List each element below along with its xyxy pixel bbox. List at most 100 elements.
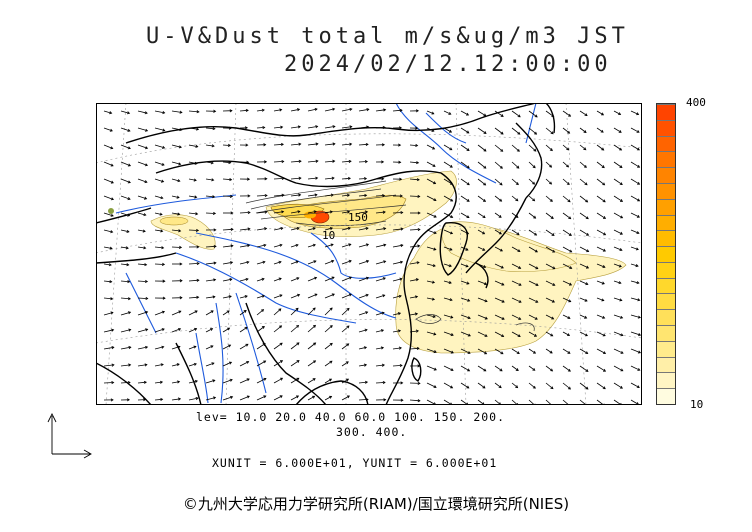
wind-arrow-head: [348, 276, 353, 280]
wind-arrow: [460, 297, 470, 302]
colorbar-segment: [657, 119, 675, 136]
wind-arrow: [460, 365, 470, 372]
wind-arrow-head: [534, 114, 538, 118]
wind-arrow: [239, 228, 250, 231]
wind-arrow: [392, 295, 402, 299]
wind-arrow: [545, 127, 554, 135]
wind-arrow-head: [246, 395, 250, 399]
wind-arrow: [137, 246, 146, 249]
wind-arrow-head: [432, 146, 436, 150]
wind-arrow-head: [178, 162, 182, 166]
wind-arrow: [358, 364, 367, 367]
wind-arrow-head: [144, 279, 149, 284]
colorbar-segment: [657, 277, 675, 294]
wind-arrow-head: [195, 397, 199, 401]
wind-arrow-head: [515, 198, 519, 202]
wind-arrow-head: [313, 342, 317, 346]
wind-arrow: [154, 212, 163, 215]
wind-arrow: [477, 127, 487, 134]
wind-arrow-head: [482, 231, 486, 235]
wind-arrow: [290, 261, 299, 265]
wind-arrow-head: [450, 198, 454, 202]
wind-arrow-head: [501, 299, 505, 303]
wind-arrow-head: [566, 147, 570, 151]
wind-arrow-head: [246, 160, 250, 164]
wind-arrow: [426, 144, 435, 150]
wind-arrow-head: [194, 379, 198, 383]
wind-arrow: [596, 178, 605, 186]
wind-arrow-head: [482, 199, 487, 202]
wind-arrow-head: [567, 386, 571, 390]
graticule: [96, 103, 642, 405]
wind-arrow: [511, 212, 519, 218]
wind-arrow: [154, 110, 165, 114]
wind-arrow: [375, 244, 386, 248]
wind-arrow: [358, 143, 369, 146]
wind-arrow: [120, 178, 131, 183]
wind-arrow-head: [637, 298, 641, 302]
wind-arrow: [324, 293, 335, 299]
wind-arrow: [545, 314, 554, 320]
wind-arrow: [256, 395, 266, 401]
wind-arrow-head: [399, 260, 404, 264]
wind-arrow: [426, 178, 436, 184]
wind-arrow: [341, 177, 351, 180]
wind-arrow-head: [383, 243, 387, 247]
wind-arrow-head: [263, 243, 267, 247]
wind-arrow: [103, 364, 114, 367]
wind-arrow-head: [501, 334, 505, 337]
wind-arrow: [171, 381, 180, 384]
wind-arrow: [579, 110, 588, 116]
colorbar-segment: [657, 340, 675, 357]
wind-arrow-head: [127, 213, 131, 217]
wind-arrow: [154, 127, 165, 131]
wind-arrow: [273, 178, 285, 180]
wind-arrow-head: [382, 277, 386, 281]
wind-arrow: [324, 276, 335, 282]
wind-arrow: [460, 178, 470, 186]
wind-arrow: [205, 127, 215, 130]
wind-arrow: [375, 382, 386, 384]
wind-arrow: [494, 297, 505, 303]
wind-arrow: [137, 195, 147, 200]
wind-arrow: [256, 228, 267, 231]
wind-arrow-head: [110, 230, 114, 234]
wind-arrow-head: [329, 227, 334, 231]
wind-arrow-head: [619, 147, 623, 151]
wind-arrow: [630, 127, 640, 133]
wind-arrow-head: [499, 198, 503, 202]
wind-arrow-head: [230, 261, 234, 265]
wind-arrow-head: [144, 128, 149, 132]
wind-arrow: [307, 260, 317, 265]
wind-arrow: [494, 314, 505, 320]
wind-arrow: [443, 331, 454, 336]
wind-arrow: [341, 378, 349, 384]
wind-arrow: [103, 329, 114, 333]
wind-arrow-head: [347, 176, 351, 181]
wind-arrow-head: [466, 385, 470, 389]
wind-arrow-head: [602, 199, 606, 203]
wind-arrow-head: [417, 399, 421, 403]
wind-arrow-head: [211, 144, 215, 148]
wind-arrow: [596, 348, 606, 354]
wind-arrow: [528, 229, 537, 236]
wind-arrow-head: [228, 126, 232, 130]
wind-arrow-head: [400, 381, 404, 385]
wind-arrow: [477, 280, 487, 285]
wind-arrow-head: [315, 176, 319, 180]
wind-arrow-head: [127, 279, 131, 284]
wind-arrow: [273, 395, 283, 401]
wind-arrow-head: [296, 108, 301, 112]
wind-arrow-head: [619, 248, 623, 251]
wind-arrow: [273, 126, 283, 129]
wind-arrow-head: [144, 180, 148, 184]
wind-arrow: [120, 297, 131, 300]
wind-arrow: [579, 399, 587, 405]
wind-arrow-head: [247, 244, 251, 248]
wind-arrow: [511, 178, 519, 185]
wind-arrow-head: [295, 395, 300, 399]
wind-arrow-head: [382, 294, 386, 298]
wind-arrow-head: [569, 266, 573, 269]
wind-arrow-head: [586, 232, 590, 236]
wind-arrow: [596, 246, 606, 252]
